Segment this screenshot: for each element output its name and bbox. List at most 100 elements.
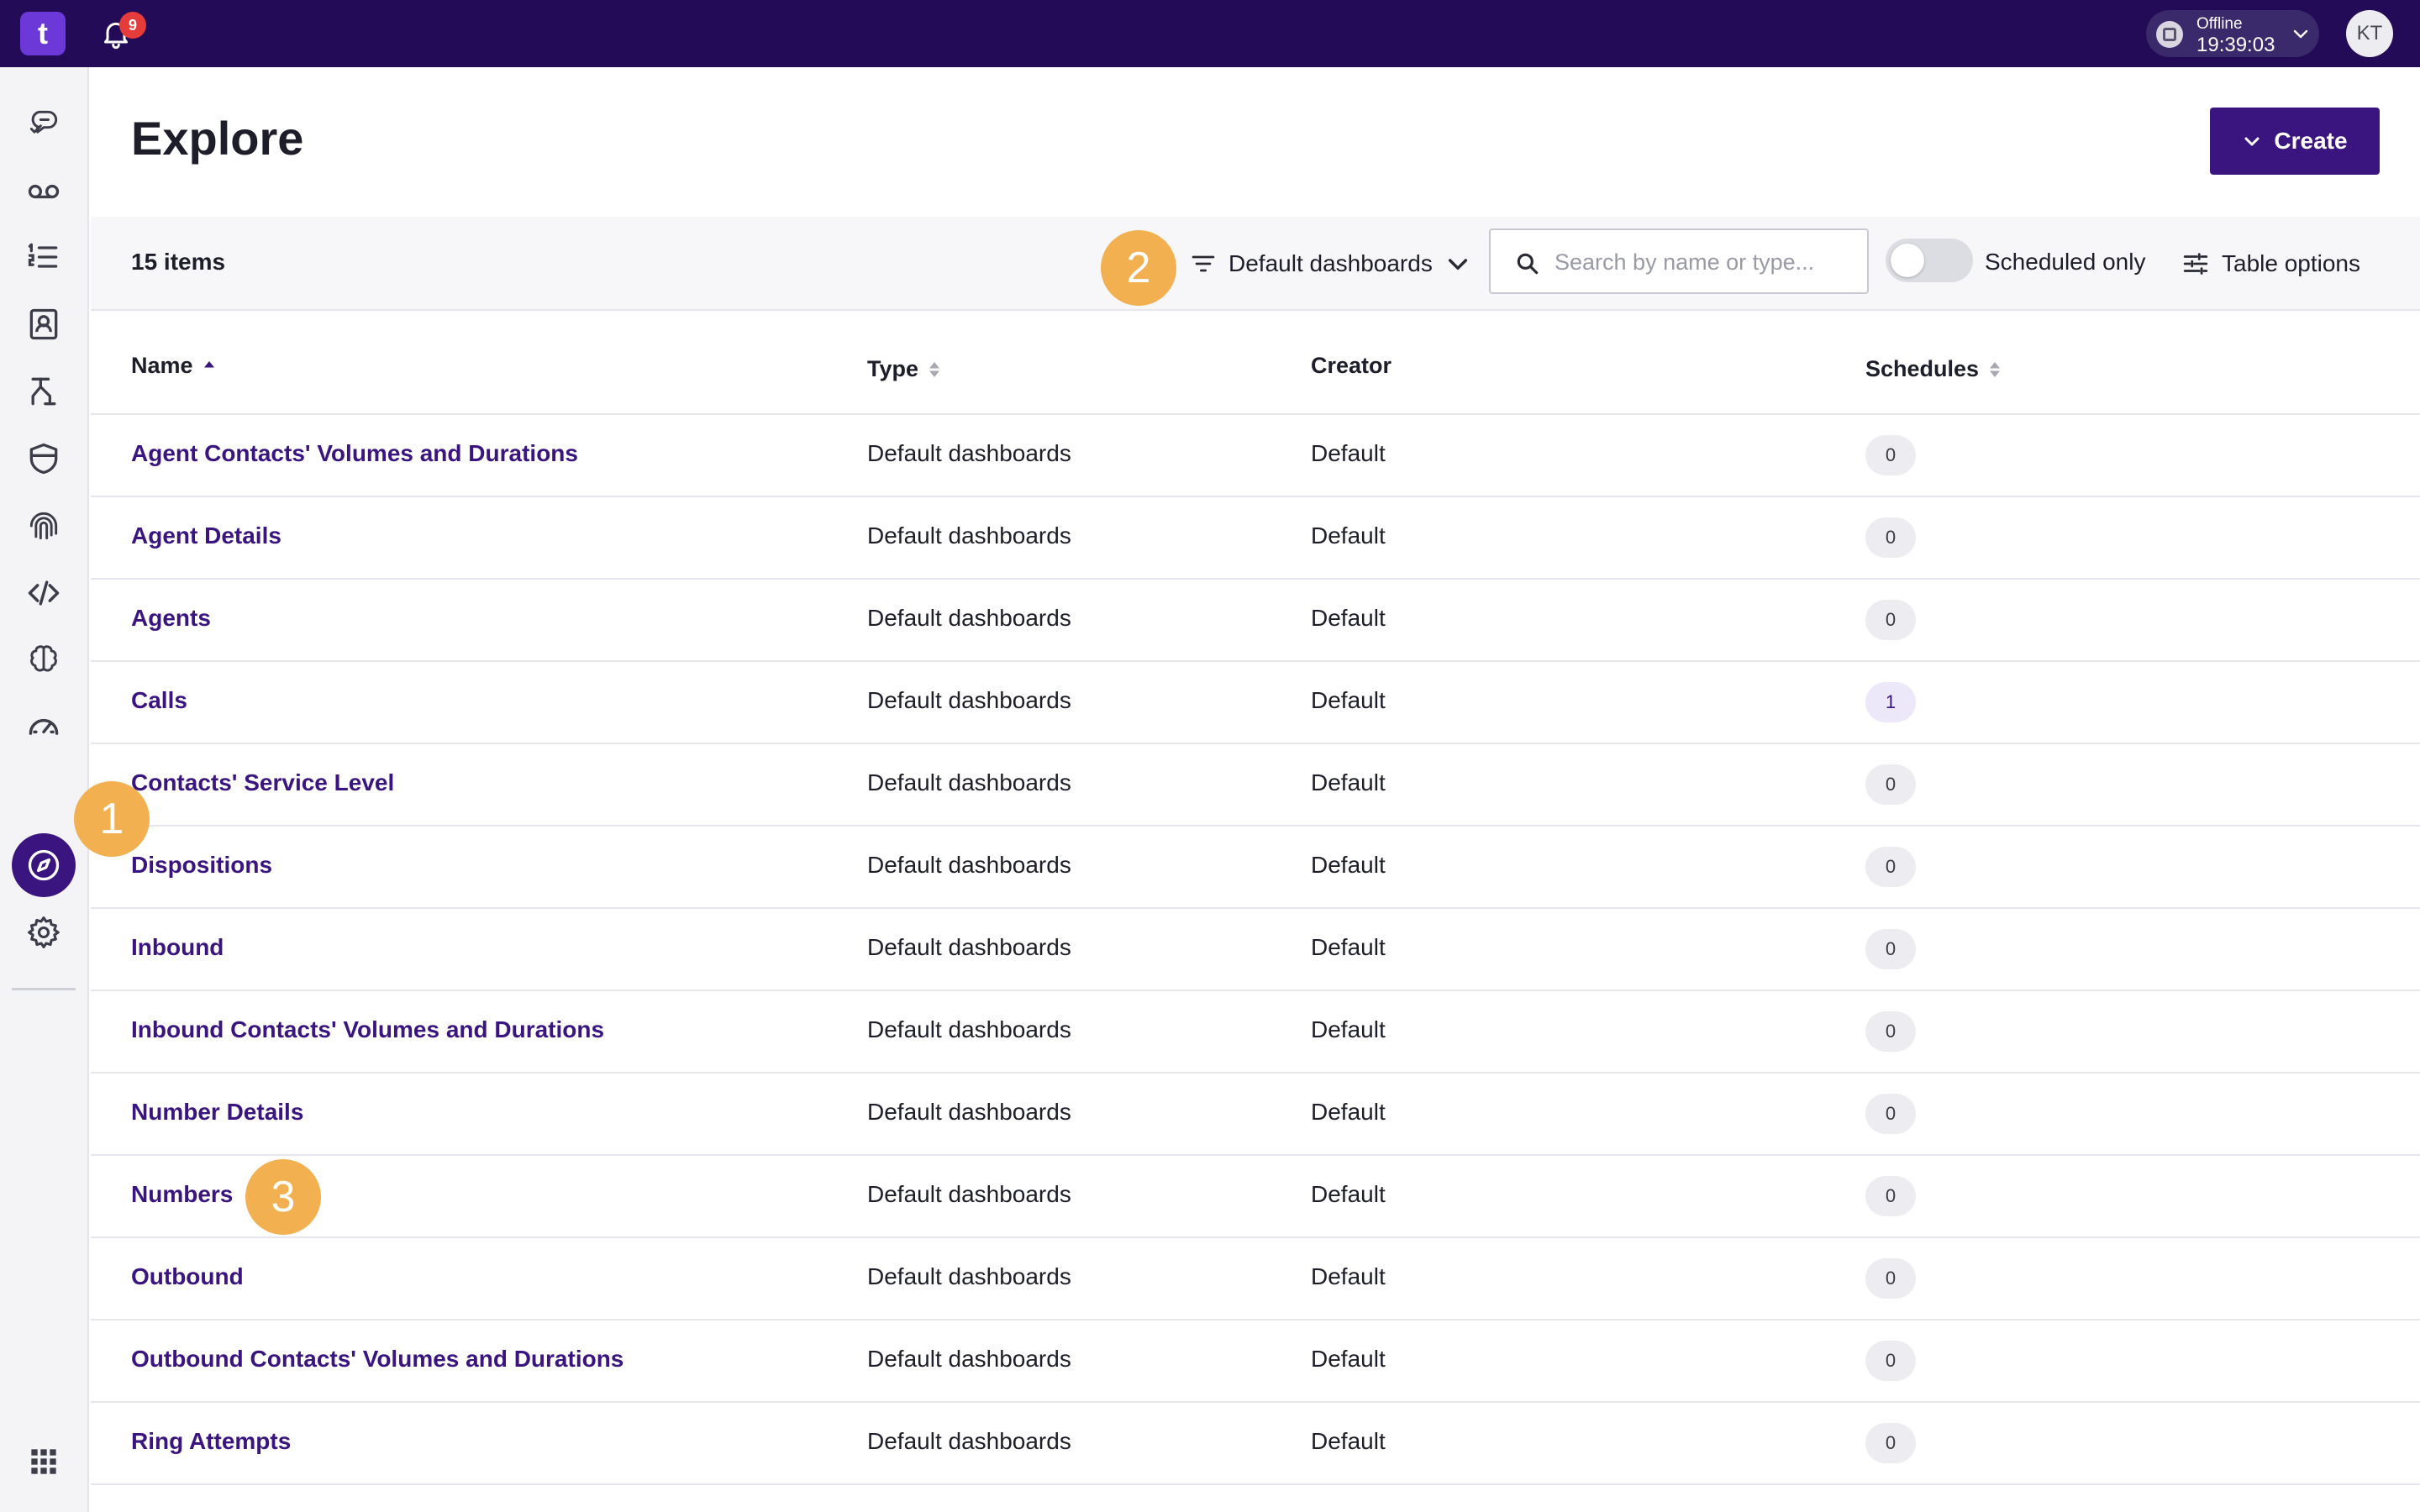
scheduled-only-toggle[interactable] — [1886, 239, 1973, 282]
table-row[interactable]: Inbound Contacts' Volumes and Durations … — [91, 991, 2420, 1074]
column-header-name-label: Name — [131, 353, 193, 378]
table-row[interactable]: Ring Attempts Default dashboards Default… — [91, 1403, 2420, 1485]
schedules-count-badge: 1 — [1865, 682, 1916, 722]
step-marker-2: 2 — [1101, 230, 1176, 306]
dashboard-name-link[interactable]: Outbound Contacts' Volumes and Durations — [131, 1346, 624, 1372]
table-row[interactable]: Agent Details Default dashboards Default… — [91, 497, 2420, 580]
dashboard-type: Default dashboards — [867, 440, 1071, 466]
dashboard-creator: Default — [1311, 1181, 1386, 1207]
dashboard-name-link[interactable]: Calls — [131, 687, 187, 713]
logo-text: t — [38, 16, 48, 50]
conversations-icon[interactable] — [24, 104, 64, 144]
dashboard-gauge-icon[interactable] — [24, 706, 64, 746]
table-row[interactable]: Contacts' Service Level Default dashboar… — [91, 744, 2420, 827]
item-count: 15 items — [131, 249, 226, 275]
dashboard-creator: Default — [1311, 1016, 1386, 1042]
bell-icon[interactable] — [99, 17, 136, 54]
dashboard-creator: Default — [1311, 1263, 1386, 1289]
table-row[interactable]: Inbound Default dashboards Default 0 — [91, 909, 2420, 991]
table-row[interactable]: Outbound Contacts' Volumes and Durations… — [91, 1320, 2420, 1403]
dashboard-name-link[interactable]: Outbound — [131, 1263, 244, 1289]
dashboard-type: Default dashboards — [867, 687, 1071, 713]
apps-grid-icon[interactable] — [24, 1441, 64, 1482]
step-marker-1: 1 — [74, 781, 150, 857]
type-filter-dropdown[interactable]: Default dashboards — [1190, 242, 1471, 286]
chevron-down-icon — [1448, 259, 1467, 270]
gear-icon[interactable] — [24, 912, 64, 953]
code-icon[interactable] — [24, 573, 64, 613]
dashboard-name-link[interactable]: Ring Attempts — [131, 1428, 292, 1454]
compass-icon[interactable] — [12, 833, 76, 897]
table-options-label: Table options — [2222, 250, 2361, 276]
chevron-down-icon — [2244, 137, 2260, 146]
dashboard-type: Default dashboards — [867, 522, 1071, 549]
routing-icon[interactable] — [24, 371, 64, 412]
table-row[interactable]: Outbound Default dashboards Default 0 — [91, 1238, 2420, 1320]
column-header-name[interactable]: Name — [131, 353, 217, 379]
dashboard-name-link[interactable]: Inbound — [131, 934, 224, 960]
user-avatar[interactable]: KT — [2346, 10, 2393, 57]
dashboard-name-link[interactable]: Number Details — [131, 1099, 304, 1125]
schedules-count-badge: 0 — [1865, 1011, 1916, 1052]
dashboard-type: Default dashboards — [867, 934, 1071, 960]
column-header-schedules[interactable]: Schedules — [1865, 356, 2002, 382]
fingerprint-icon[interactable] — [24, 506, 64, 546]
search-input[interactable] — [1555, 245, 1857, 279]
column-header-schedules-label: Schedules — [1865, 356, 1980, 381]
app-logo[interactable]: t — [20, 12, 66, 55]
dashboard-type: Default dashboards — [867, 1346, 1071, 1372]
dashboard-creator: Default — [1311, 605, 1386, 631]
table-row[interactable]: Calls Default dashboards Default 1 — [91, 662, 2420, 744]
schedules-count-badge: 0 — [1865, 435, 1916, 475]
contacts-icon[interactable] — [24, 304, 64, 344]
gear-icon[interactable] — [24, 845, 64, 885]
dashboard-type: Default dashboards — [867, 1263, 1071, 1289]
agent-status-selector[interactable]: Offline 19:39:03 — [2146, 10, 2319, 57]
column-header-type-label: Type — [867, 356, 919, 381]
schedules-count-badge: 0 — [1865, 1094, 1916, 1134]
schedules-count-badge: 0 — [1865, 517, 1916, 558]
dashboard-type: Default dashboards — [867, 605, 1071, 631]
dashboard-type: Default dashboards — [867, 1428, 1071, 1454]
schedules-count-badge: 0 — [1865, 1341, 1916, 1381]
dashboard-type: Default dashboards — [867, 852, 1071, 878]
voicemail-icon[interactable] — [24, 171, 64, 212]
top-bar: t 9 Offline 19:39:03 KT — [0, 0, 2420, 67]
table-row[interactable]: Numbers Default dashboards Default 0 — [91, 1156, 2420, 1238]
dashboard-name-link[interactable]: Agent Contacts' Volumes and Durations — [131, 440, 578, 466]
sidebar — [0, 67, 89, 1512]
table-options-button[interactable]: Table options — [2181, 242, 2360, 286]
table-row[interactable]: Agent Contacts' Volumes and Durations De… — [91, 415, 2420, 497]
dashboard-type: Default dashboards — [867, 769, 1071, 795]
filter-icon — [1192, 255, 1215, 272]
dashboard-type: Default dashboards — [867, 1181, 1071, 1207]
column-header-creator: Creator — [1311, 353, 1392, 379]
search-box — [1489, 228, 1869, 294]
table-row-partial[interactable] — [91, 1485, 2420, 1512]
table-row[interactable]: Dispositions Default dashboards Default … — [91, 827, 2420, 909]
dashboard-name-link[interactable]: Agents — [131, 605, 211, 631]
dashboard-name-link[interactable]: Dispositions — [131, 852, 273, 878]
sliders-icon — [2183, 253, 2208, 275]
brain-icon[interactable] — [24, 640, 64, 680]
dashboard-name-link[interactable]: Contacts' Service Level — [131, 769, 395, 795]
table-row[interactable]: Number Details Default dashboards Defaul… — [91, 1074, 2420, 1156]
dashboard-name-link[interactable]: Numbers — [131, 1181, 234, 1207]
create-button[interactable]: Create — [2210, 108, 2380, 175]
search-icon — [1517, 253, 1539, 275]
dashboard-type: Default dashboards — [867, 1099, 1071, 1125]
column-header-type[interactable]: Type — [867, 356, 942, 382]
shield-icon[interactable] — [24, 438, 64, 479]
list-icon[interactable] — [24, 237, 64, 277]
schedules-count-badge: 0 — [1865, 1176, 1916, 1216]
schedules-count-badge: 0 — [1865, 847, 1916, 887]
page-title: Explore — [131, 112, 304, 165]
dashboard-name-link[interactable]: Agent Details — [131, 522, 281, 549]
dashboard-creator: Default — [1311, 440, 1386, 466]
dashboard-name-link[interactable]: Inbound Contacts' Volumes and Durations — [131, 1016, 605, 1042]
table-row[interactable]: Agents Default dashboards Default 0 — [91, 580, 2420, 662]
filter-label: Default dashboards — [1228, 250, 1433, 276]
dashboard-creator: Default — [1311, 852, 1386, 878]
dashboard-creator: Default — [1311, 1346, 1386, 1372]
